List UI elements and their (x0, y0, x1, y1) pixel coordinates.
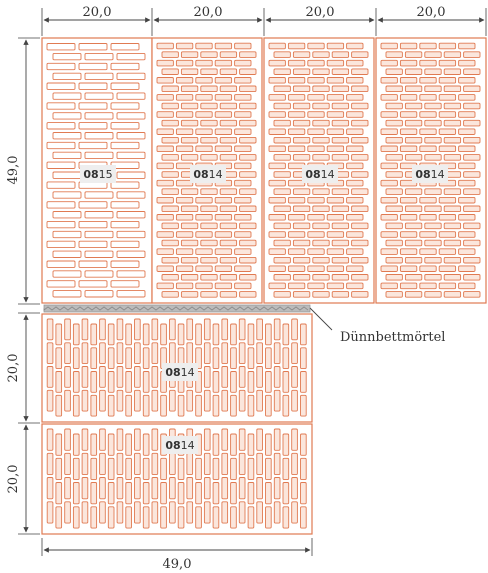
block-code-lower-2: 0814 (165, 439, 194, 452)
top-dim-label-1: 20,0 (83, 5, 112, 20)
block-code-bg (412, 165, 448, 183)
block-code-bg (302, 165, 338, 183)
upper-block-4-cells (380, 42, 481, 298)
bottom-dim-label: 49,0 (163, 557, 192, 572)
top-dim-label-4: 20,0 (417, 5, 446, 20)
block-code-bg (80, 165, 116, 183)
upper-block-1-cells (46, 43, 146, 298)
left-dim-label-lower-b: 20,0 (6, 465, 21, 494)
block-code-bg (162, 363, 198, 381)
lower-block-1: 0814 (41, 313, 313, 423)
lower-block-column: 0814 0814 (41, 313, 313, 535)
upper-block-row: 0815 0814 0814 0814 (41, 37, 487, 304)
block-code-bg (162, 436, 198, 454)
lower-block-2-cells (46, 428, 307, 529)
left-dim-label-upper: 49,0 (6, 156, 21, 185)
block-code-lower-1: 0814 (165, 366, 194, 379)
thin-bed-mortar (43, 304, 311, 313)
block-code-upper-2: 0814 (193, 168, 222, 181)
block-code-upper-3: 0814 (305, 168, 334, 181)
left-dimension: 49,0 20,0 20,0 (6, 37, 40, 535)
upper-block-2-cells (156, 42, 257, 298)
block-code-upper-1: 0815 (83, 168, 112, 181)
upper-block-3-cells (268, 42, 369, 298)
mortar-leader-line (309, 307, 333, 331)
top-dim-label-2: 20,0 (194, 5, 223, 20)
upper-block-4: 0814 (375, 37, 487, 304)
left-dim-label-lower-a: 20,0 (6, 354, 21, 383)
upper-block-3: 0814 (263, 37, 375, 304)
upper-block-1: 0815 (41, 37, 153, 304)
bottom-dimension: 49,0 (41, 538, 313, 572)
top-dimension: 20,0 20,0 20,0 20,0 (41, 5, 487, 36)
block-code-upper-4: 0814 (415, 168, 444, 181)
lower-block-2: 0814 (41, 423, 313, 535)
upper-block-2: 0814 (151, 37, 263, 304)
top-dim-label-3: 20,0 (306, 5, 335, 20)
block-code-bg (190, 165, 226, 183)
mortar-label: Dünnbettmörtel (340, 330, 445, 345)
